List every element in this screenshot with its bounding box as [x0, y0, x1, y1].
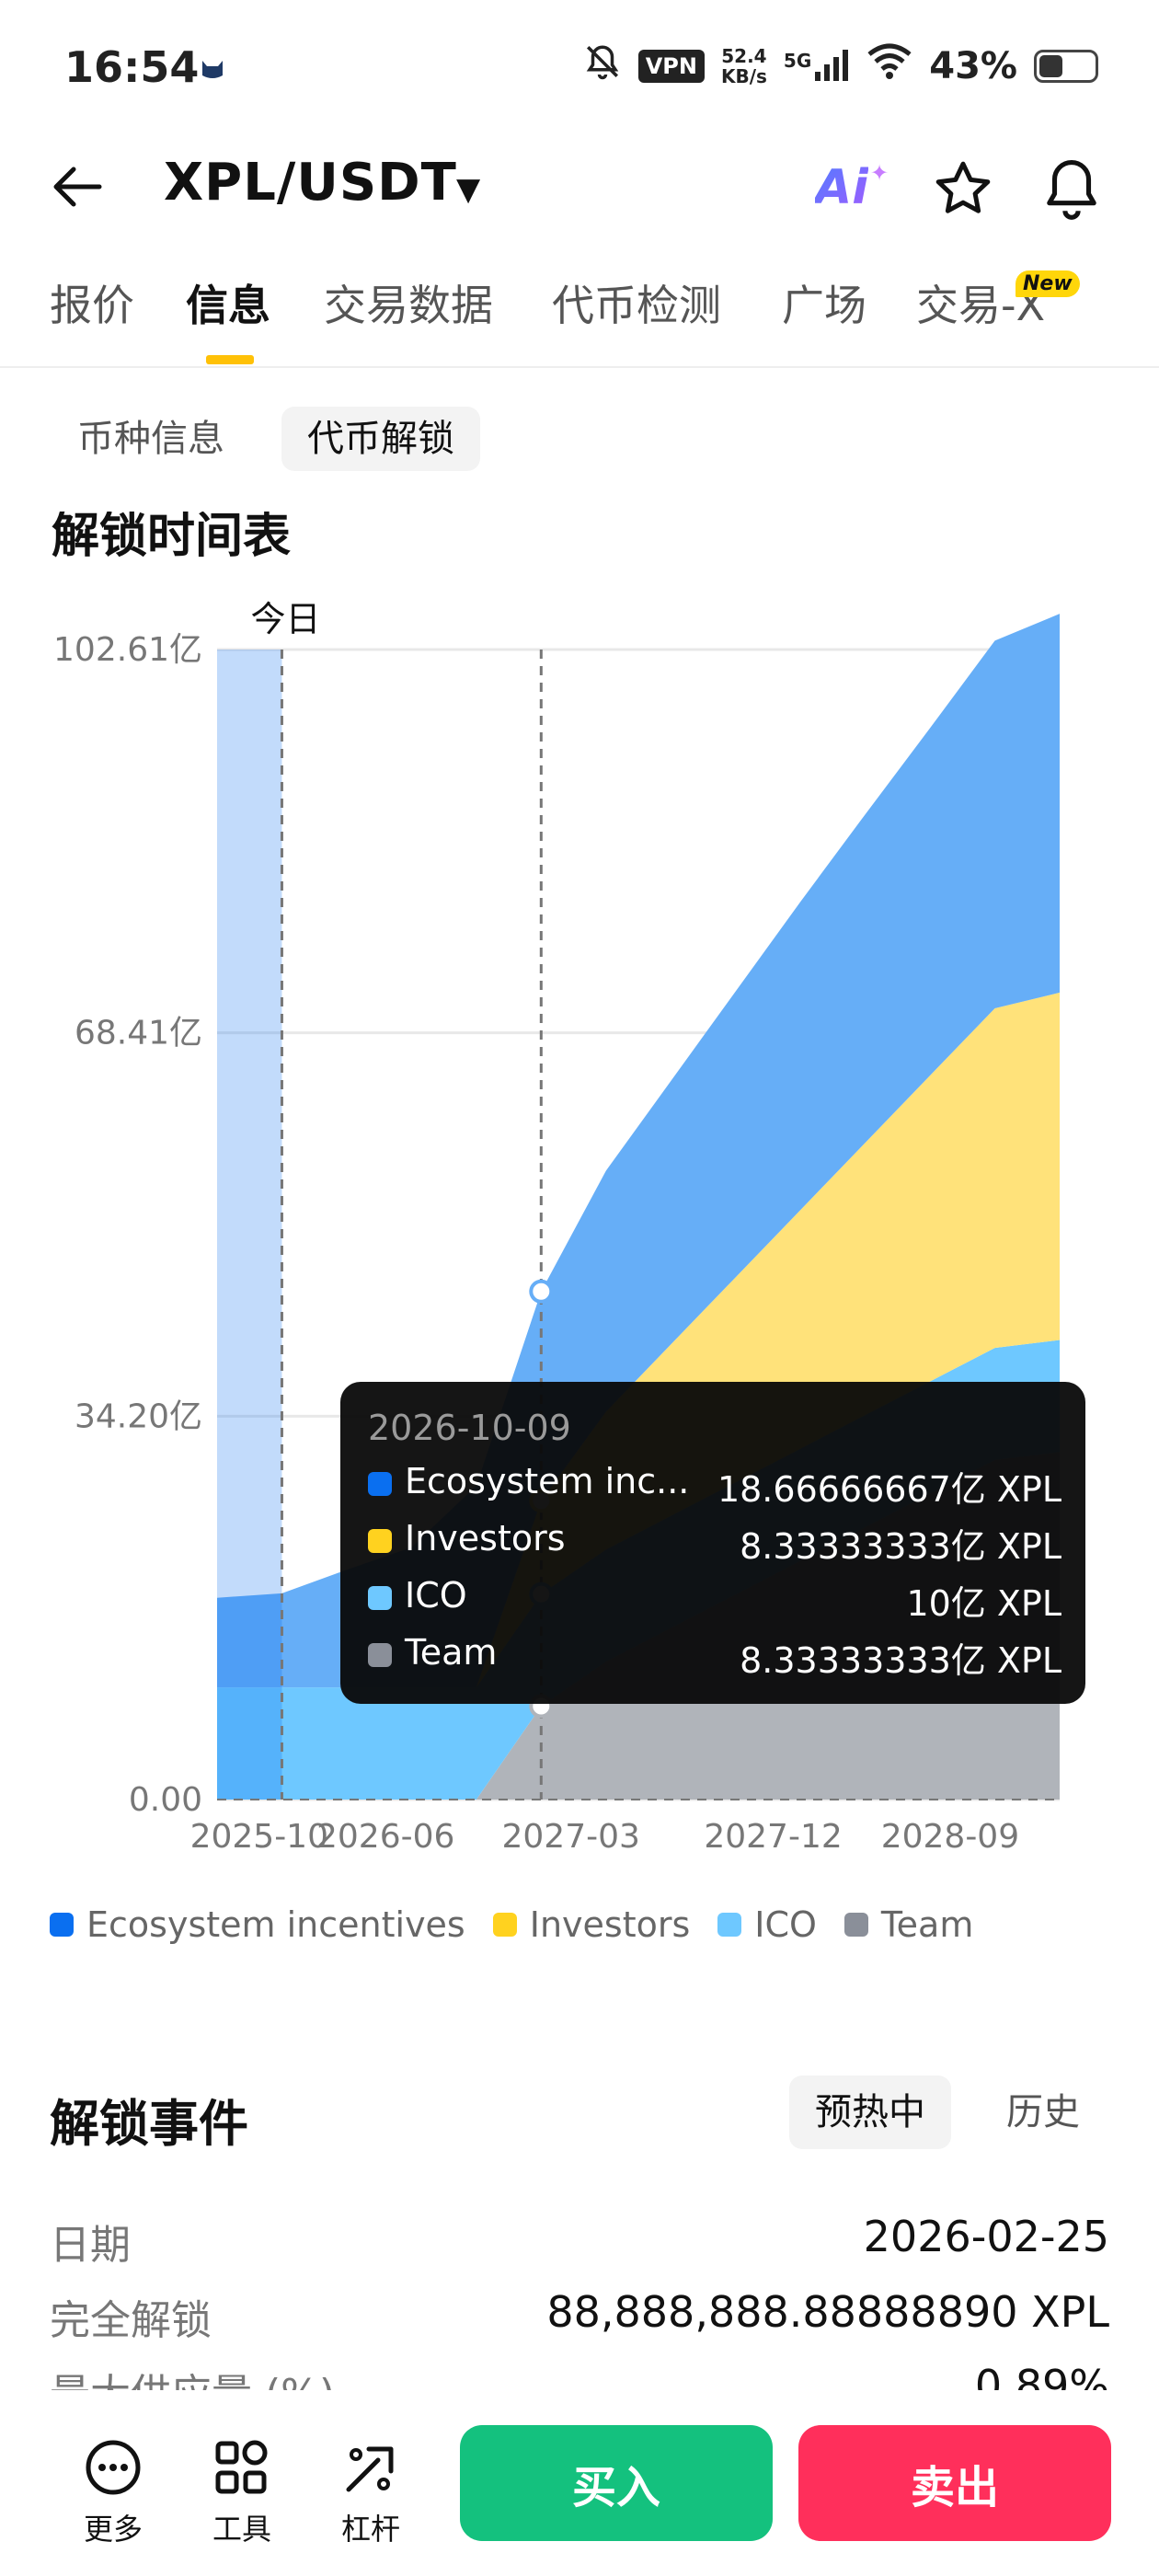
tooltip-series-value: 8.33333333亿 XPL — [740, 1526, 1061, 1567]
tooltip-series-value: 10亿 XPL — [906, 1583, 1061, 1624]
tab-quote[interactable]: 报价 — [50, 281, 134, 330]
chart-tooltip: 2026-10-09 Ecosystem inc... 18.66666667亿… — [340, 1382, 1085, 1704]
tooltip-series-value: 8.33333333亿 XPL — [740, 1640, 1061, 1681]
tooltip-row: Investors 8.33333333亿 XPL — [368, 1518, 1061, 1567]
y-tick-label: 34.20亿 — [75, 1397, 202, 1435]
date-value: 2026-02-25 — [863, 2212, 1109, 2261]
tab-upcoming[interactable]: 预热中 — [789, 2076, 951, 2149]
tooltip-swatch — [368, 1586, 392, 1610]
y-tick-label: 102.61亿 — [53, 631, 202, 669]
tooltip-series-name: Investors — [405, 1518, 566, 1558]
status-indicators: VPN 52.4 KB/s 5G 43% — [583, 42, 1098, 90]
active-tab-indicator — [206, 355, 254, 364]
network-gen: 5G — [783, 50, 812, 72]
main-tabs: 报价 信息 交易数据 代币检测 广场 交易-X — [0, 272, 1159, 364]
tooltip-row: Team 8.33333333亿 XPL — [368, 1632, 1061, 1681]
legend-label: ICO — [754, 1904, 817, 1945]
battery-icon — [1034, 50, 1098, 83]
y-tick-label: 68.41亿 — [75, 1015, 202, 1052]
legend-item-investors[interactable]: Investors — [492, 1904, 691, 1945]
back-button[interactable] — [46, 155, 120, 219]
more-dots-icon — [86, 2440, 141, 2495]
legend-label: Team — [880, 1904, 974, 1945]
star-icon — [935, 161, 991, 213]
bell-icon — [1047, 159, 1096, 220]
x-tick-label: 2027-12 — [704, 1818, 842, 1856]
subtab-coin-info[interactable]: 币种信息 — [77, 418, 224, 460]
wifi-icon — [866, 43, 912, 89]
tab-token-check[interactable]: 代币检测 — [552, 281, 721, 330]
favorite-button[interactable] — [931, 156, 1004, 221]
ecosystem-point — [529, 1279, 554, 1304]
legend-swatch — [50, 1913, 74, 1937]
tooltip-swatch — [368, 1529, 392, 1553]
x-tick-label: 2025-10 — [190, 1818, 328, 1856]
section-title: 解锁时间表 — [52, 509, 292, 564]
legend-swatch — [717, 1913, 742, 1937]
tooltip-series-value: 18.66666667亿 XPL — [717, 1469, 1061, 1510]
leverage-icon — [346, 2446, 394, 2492]
speed-value: 52.4 — [721, 45, 767, 67]
caret-down-icon[interactable]: ▼ — [456, 171, 481, 208]
subtab-token-unlock[interactable]: 代币解锁 — [281, 407, 480, 471]
tab-info[interactable]: 信息 — [186, 281, 270, 330]
tools-button[interactable]: 工具 — [191, 2438, 293, 2548]
network-speed: 52.4 KB/s — [721, 46, 767, 86]
battery-percent: 43% — [929, 45, 1017, 87]
buy-button[interactable]: 买入 — [460, 2425, 773, 2541]
full-unlock-value: 88,888,888.88888890 XPL — [546, 2287, 1109, 2337]
x-tick-label: 2026-06 — [316, 1818, 454, 1856]
legend-swatch — [492, 1913, 517, 1937]
signal-icon: 5G — [784, 50, 850, 83]
tooltip-series-name: Team — [405, 1632, 498, 1673]
investors-area — [217, 992, 1060, 1688]
y-tick-label: 0.00 — [129, 1781, 202, 1819]
legend-item-team[interactable]: Team — [843, 1904, 974, 1945]
ecosystem-area — [217, 614, 1060, 1688]
more-label: 更多 — [83, 2512, 143, 2547]
chart-legend: Ecosystem incentives Investors ICO Team — [50, 1904, 1001, 1945]
today-label: 今日 — [250, 599, 320, 639]
ai-button[interactable]: Ai — [815, 160, 869, 215]
tools-label: 工具 — [212, 2512, 271, 2547]
tabs-divider — [0, 366, 1159, 368]
tooltip-row: Ecosystem inc... 18.66666667亿 XPL — [368, 1461, 1061, 1510]
legend-label: Investors — [529, 1904, 691, 1945]
tooltip-swatch — [368, 1643, 392, 1667]
new-badge: New — [1016, 270, 1080, 297]
legend-swatch — [843, 1913, 868, 1937]
status-time: 16:54 — [64, 42, 200, 92]
tooltip-row: ICO 10亿 XPL — [368, 1575, 1061, 1624]
leverage-button[interactable]: 杠杆 — [320, 2438, 421, 2548]
vpn-badge: VPN — [637, 50, 705, 83]
tooltip-series-name: ICO — [405, 1575, 467, 1616]
speed-unit: KB/s — [720, 65, 767, 87]
tooltip-swatch — [368, 1472, 392, 1496]
scroll-mask — [0, 478, 1159, 512]
tab-square[interactable]: 广场 — [782, 281, 866, 330]
mute-bell-icon — [583, 42, 622, 90]
tooltip-series-name: Ecosystem inc... — [405, 1461, 690, 1501]
full-unlock-label: 完全解锁 — [50, 2297, 212, 2344]
past-region-tint — [217, 650, 282, 1800]
cat-app-icon — [199, 53, 226, 85]
events-title: 解锁事件 — [50, 2095, 248, 2153]
tooltip-date: 2026-10-09 — [368, 1408, 571, 1448]
sparkle-icon: ✦ — [870, 160, 889, 186]
grid-icon — [215, 2440, 268, 2494]
x-tick-label: 2028-09 — [881, 1818, 1019, 1856]
sell-button[interactable]: 卖出 — [798, 2425, 1111, 2541]
more-button[interactable]: 更多 — [63, 2438, 164, 2548]
legend-label: Ecosystem incentives — [86, 1904, 465, 1945]
legend-item-ico[interactable]: ICO — [717, 1904, 817, 1945]
tab-trade-data[interactable]: 交易数据 — [324, 281, 493, 330]
date-label: 日期 — [50, 2222, 131, 2269]
x-tick-label: 2027-03 — [502, 1818, 640, 1856]
leverage-label: 杠杆 — [340, 2512, 400, 2547]
legend-item-ecosystem[interactable]: Ecosystem incentives — [50, 1904, 465, 1945]
tab-history[interactable]: 历史 — [1006, 2091, 1080, 2133]
arrow-left-icon — [53, 167, 102, 207]
notification-button[interactable] — [1039, 155, 1113, 223]
pair-title[interactable]: XPL/USDT — [164, 153, 457, 213]
